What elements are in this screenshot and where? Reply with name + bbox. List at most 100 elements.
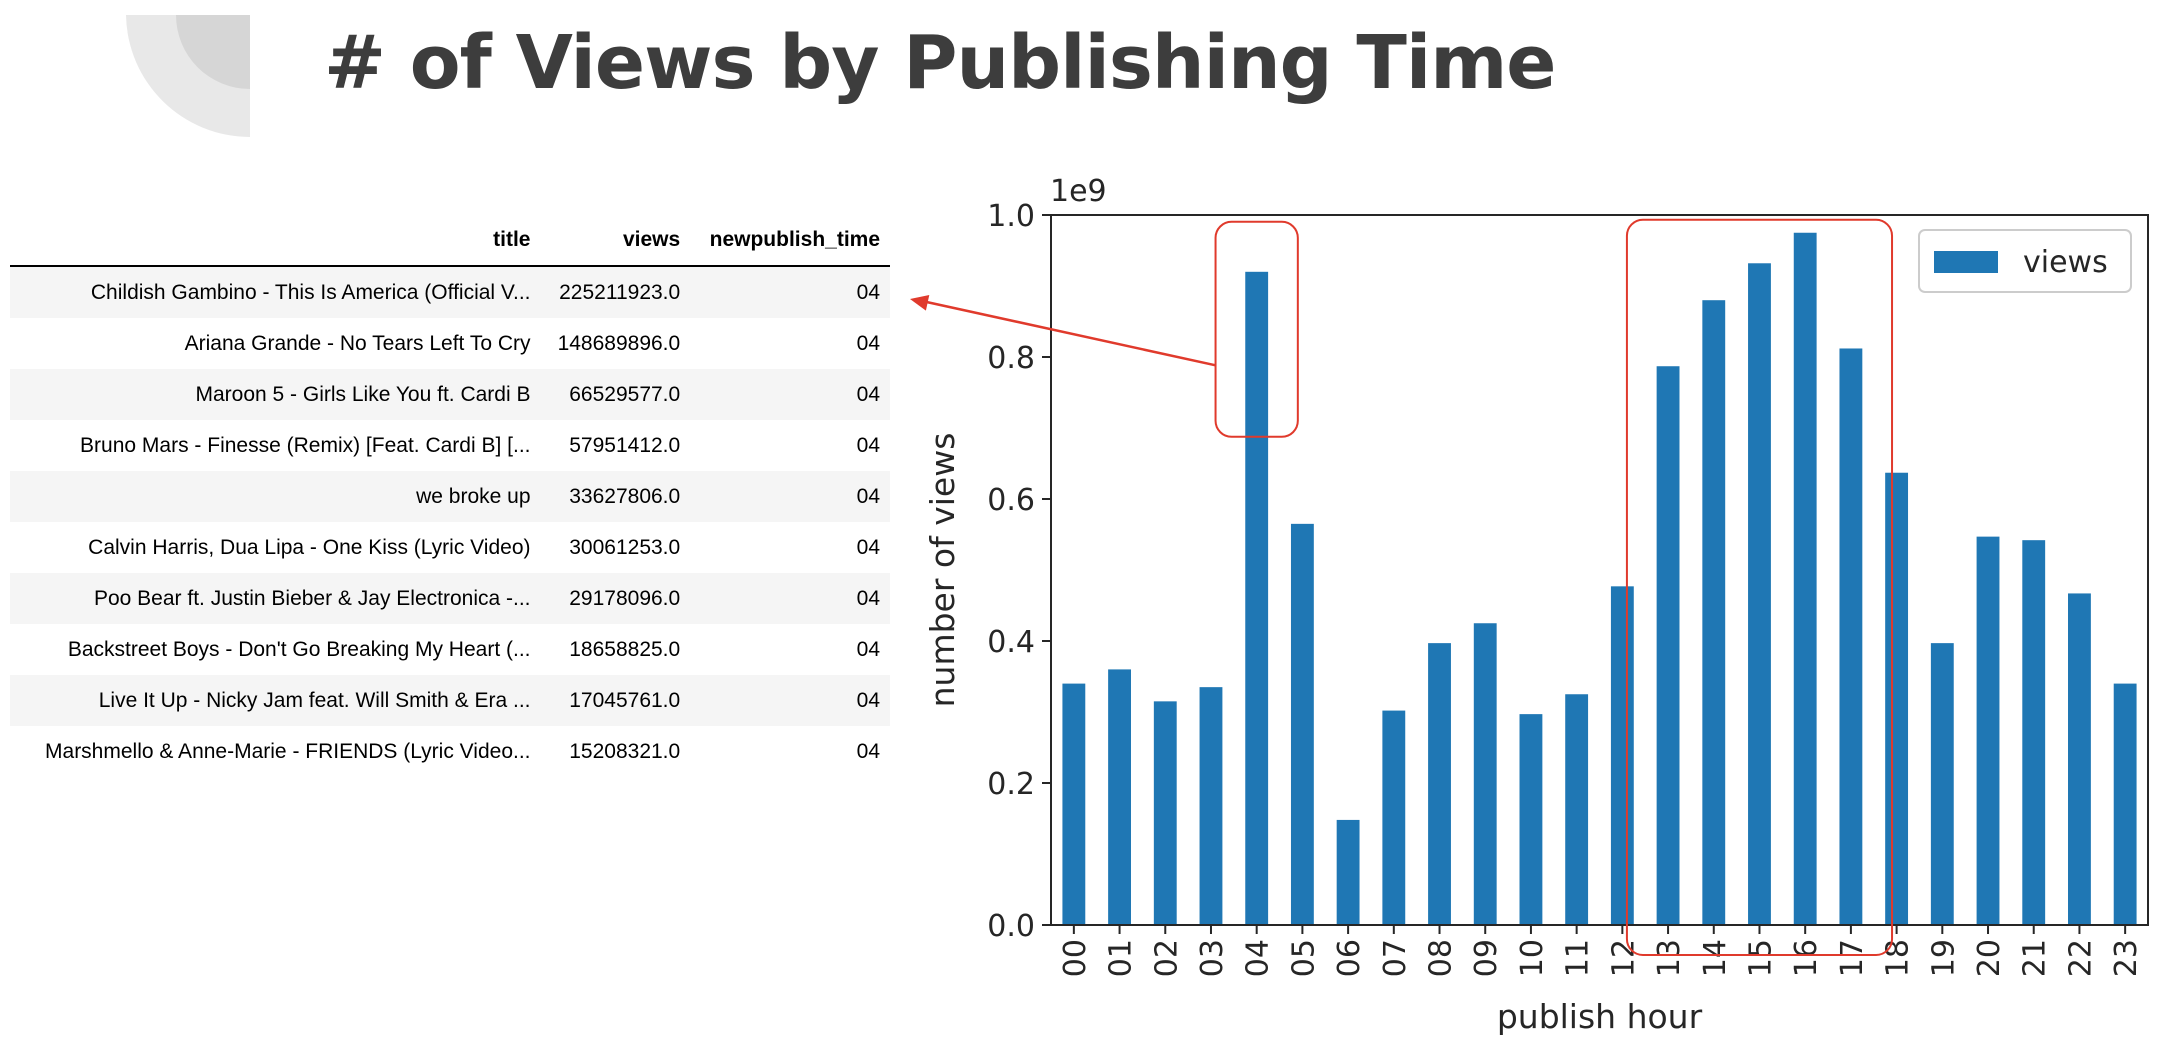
table-cell-title: Maroon 5 - Girls Like You ft. Cardi B (195, 382, 531, 406)
bar-17 (1839, 348, 1863, 926)
table-cell-newpublish_time: 04 (856, 433, 880, 457)
table-cell-title: Poo Bear ft. Justin Bieber & Jay Electro… (93, 586, 531, 610)
x-tick-label: 18 (1881, 939, 1916, 977)
legend: views (1918, 229, 2132, 293)
bar-19 (1930, 643, 1954, 925)
x-tick-label: 12 (1606, 939, 1641, 977)
plot-frame (1050, 214, 2149, 926)
table-row: Calvin Harris, Dua Lipa - One Kiss (Lyri… (10, 522, 890, 573)
table-header-row: title views newpublish_time (10, 215, 890, 267)
bar-13 (1656, 366, 1680, 926)
bar-09 (1473, 623, 1497, 925)
bar-20 (1976, 536, 2000, 925)
column-header-views: views (540, 215, 691, 267)
table-cell-title: Calvin Harris, Dua Lipa - One Kiss (Lyri… (88, 535, 531, 559)
y-tick-label: 0.4 (987, 625, 1035, 660)
x-tick-label: 17 (1835, 939, 1870, 977)
y-multiplier-label: 1e9 (1050, 174, 1107, 209)
bar-23 (2113, 683, 2137, 925)
highlight-box-1 (1625, 218, 1894, 956)
legend-box (1918, 229, 2132, 293)
bar-08 (1428, 643, 1451, 925)
table-cell-views: 148689896.0 (557, 331, 681, 355)
table-cell-views: 29178096.0 (569, 586, 681, 610)
table-cell-newpublish_time: 04 (856, 535, 880, 559)
x-tick-label: 19 (1926, 939, 1961, 977)
table-cell-views: 66529577.0 (569, 382, 681, 406)
table-row: Ariana Grande - No Tears Left To Cry 1486… (10, 318, 890, 369)
highlight-boxes (1214, 218, 1894, 956)
y-axis-ticks: 0.0 0.2 0.4 0.6 0.8 1.0 (987, 199, 1051, 944)
x-tick-label: 11 (1561, 939, 1596, 977)
x-tick-label: 13 (1652, 939, 1687, 977)
x-tick-label: 14 (1698, 939, 1733, 977)
table-cell-title: Childish Gambino - This Is America (Offi… (90, 280, 531, 304)
arrow-line (921, 299, 1216, 367)
bar-10 (1519, 714, 1543, 925)
arrow-head (910, 294, 930, 311)
legend-swatch (1934, 251, 1998, 273)
x-tick-label: 02 (1149, 939, 1184, 977)
x-tick-label: 10 (1515, 939, 1550, 977)
bar-18 (1885, 472, 1909, 925)
x-tick-label: 22 (2063, 939, 2098, 977)
table-cell-newpublish_time: 04 (856, 280, 880, 304)
y-tick-label: 0.6 (987, 483, 1035, 518)
table-cell-title: Bruno Mars - Finesse (Remix) [Feat. Card… (80, 433, 531, 457)
table-cell-views: 18658825.0 (569, 637, 681, 661)
bar-06 (1336, 819, 1360, 925)
bar-03 (1199, 687, 1223, 925)
data-table: title views newpublish_time Childish Gambi… (10, 215, 890, 777)
bar-05 (1290, 523, 1314, 925)
y-axis-label: number of views (923, 433, 962, 708)
x-tick-label: 07 (1378, 939, 1413, 977)
annotation-arrow (910, 294, 1216, 367)
x-tick-label: 00 (1058, 939, 1093, 977)
slide-title: # of Views by Publishing Time (324, 20, 1556, 106)
table-row: Poo Bear ft. Justin Bieber & Jay Electro… (10, 573, 890, 624)
bar-12 (1610, 586, 1634, 925)
table-cell-newpublish_time: 04 (856, 739, 880, 763)
y-tick-label: 0.2 (987, 767, 1035, 802)
bar-16 (1793, 232, 1817, 925)
decorative-corner-shape (126, 15, 250, 137)
table-row: Bruno Mars - Finesse (Remix) [Feat. Card… (10, 420, 890, 471)
bar-21 (2022, 540, 2046, 925)
x-axis-ticks: 00 01 02 03 04 05 06 07 08 09 10 11 12 13 14 15 16 17 18 19… (1058, 925, 2144, 977)
x-tick-label: 16 (1789, 939, 1824, 977)
bar-00 (1062, 683, 1086, 925)
x-tick-label: 23 (2109, 939, 2144, 977)
x-tick-label: 15 (1743, 939, 1778, 977)
legend-label: views (2023, 245, 2108, 280)
x-tick-label: 05 (1286, 939, 1321, 977)
table-row: we broke up 33627806.0 04 (10, 471, 890, 522)
table-cell-views: 33627806.0 (569, 484, 681, 508)
table-row: Backstreet Boys - Don't Go Breaking My H… (10, 624, 890, 675)
table-cell-newpublish_time: 04 (856, 637, 880, 661)
table-cell-newpublish_time: 04 (856, 688, 880, 712)
table-row: Maroon 5 - Girls Like You ft. Cardi B 665… (10, 369, 890, 420)
bar-22 (2068, 593, 2091, 925)
x-tick-label: 21 (2018, 939, 2053, 977)
table-cell-newpublish_time: 04 (856, 331, 880, 355)
y-tick-label: 1.0 (987, 199, 1035, 234)
x-tick-label: 06 (1332, 939, 1367, 977)
table-row: Marshmello & Anne-Marie - FRIENDS (Lyric… (10, 726, 890, 777)
x-tick-label: 20 (1972, 939, 2007, 977)
table-cell-views: 225211923.0 (559, 280, 681, 304)
table-cell-newpublish_time: 04 (856, 484, 880, 508)
bar-11 (1565, 694, 1589, 925)
table-cell-title: we broke up (416, 484, 531, 508)
table-row: Childish Gambino - This Is America (Offi… (10, 266, 890, 318)
table-cell-views: 30061253.0 (569, 535, 681, 559)
x-tick-label: 04 (1241, 939, 1276, 977)
table-cell-newpublish_time: 04 (856, 586, 880, 610)
table-cell-newpublish_time: 04 (856, 382, 880, 406)
bar-04 (1245, 271, 1269, 925)
x-tick-label: 01 (1104, 939, 1139, 977)
table-cell-title: Backstreet Boys - Don't Go Breaking My H… (67, 637, 531, 661)
bar-14 (1702, 300, 1726, 925)
table-cell-title: Live It Up - Nicky Jam feat. Will Smith … (98, 688, 531, 712)
table-row: Live It Up - Nicky Jam feat. Will Smith … (10, 675, 890, 726)
